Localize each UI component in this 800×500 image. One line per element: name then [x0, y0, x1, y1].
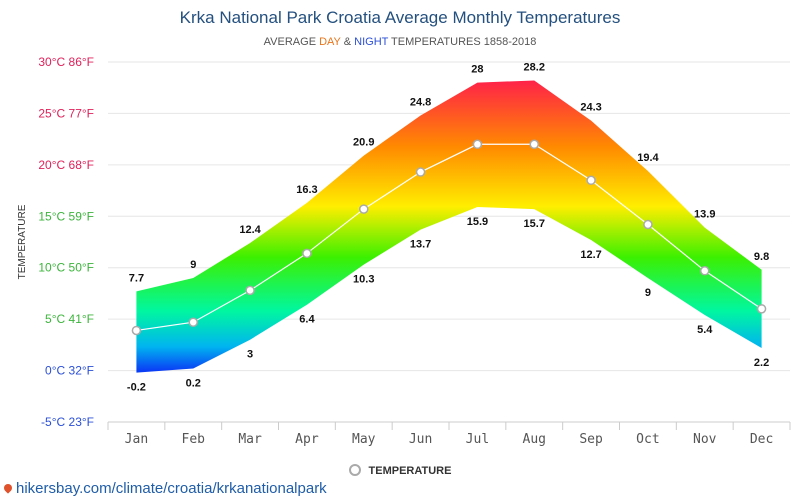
subtitle-amp: &: [340, 36, 355, 48]
day-value-label-jan: 7.7: [129, 272, 144, 284]
night-value-label-nov: 5.4: [697, 324, 713, 336]
legend-label: TEMPERATURE: [368, 465, 452, 477]
average-point-feb: [188, 317, 198, 327]
night-value-label-mar: 3: [247, 349, 253, 361]
day-value-label-nov: 13.9: [694, 209, 715, 221]
y-tick-label-5: 5°C 41°F: [45, 312, 94, 326]
night-value-label-aug: 15.7: [524, 218, 545, 230]
night-value-label-sep: 12.7: [580, 249, 601, 261]
average-point-jan: [131, 325, 142, 336]
average-temperature-line: [136, 143, 762, 332]
day-value-label-sep: 24.3: [580, 102, 601, 114]
y-tick-label-1: 25°C 77°F: [38, 106, 94, 120]
y-axis-label: TEMPERATURE: [17, 204, 28, 279]
day-value-label-aug: 28.2: [524, 62, 545, 74]
y-tick-label-2: 20°C 68°F: [38, 158, 94, 172]
y-tick-label-6: 0°C 32°F: [45, 364, 94, 378]
day-value-label-mar: 12.4: [239, 224, 261, 236]
night-value-label-jun: 13.7: [410, 239, 431, 251]
x-tick-label-dec: Dec: [750, 432, 773, 447]
average-point-aug: [529, 139, 539, 150]
night-value-label-may: 10.3: [353, 274, 374, 286]
night-value-label-feb: 0.2: [186, 378, 201, 390]
night-value-label-dec: 2.2: [754, 357, 769, 369]
subtitle-suffix: TEMPERATURES 1858-2018: [388, 36, 537, 48]
average-point-dec: [756, 304, 767, 314]
day-value-label-jun: 24.8: [410, 96, 431, 108]
day-value-label-oct: 19.4: [637, 152, 659, 164]
chart-legend[interactable]: TEMPERATURE: [0, 464, 800, 477]
night-value-label-oct: 9: [645, 287, 651, 299]
x-tick-label-nov: Nov: [693, 432, 717, 447]
average-point-apr: [302, 248, 312, 259]
source-link[interactable]: hikersbay.com/climate/croatia/krkanation…: [2, 480, 327, 497]
day-value-label-may: 20.9: [353, 137, 374, 149]
x-tick-label-mar: Mar: [238, 432, 262, 447]
average-point-jul: [472, 139, 483, 150]
day-value-label-jul: 28: [471, 64, 483, 76]
x-tick-label-oct: Oct: [636, 432, 659, 447]
chart-title: Krka National Park Croatia Average Month…: [179, 8, 621, 27]
x-tick-label-jan: Jan: [125, 432, 148, 447]
average-point-may: [359, 204, 369, 214]
day-value-label-feb: 9: [190, 259, 196, 271]
subtitle-prefix: AVERAGE: [263, 36, 320, 48]
day-value-label-apr: 16.3: [296, 184, 317, 196]
y-tick-label-4: 10°C 50°F: [38, 261, 94, 275]
y-tick-label-0: 30°C 86°F: [38, 55, 94, 69]
y-tick-label-3: 15°C 59°F: [38, 209, 94, 223]
x-tick-label-jun: Jun: [409, 432, 432, 447]
x-tick-label-may: May: [352, 432, 376, 447]
temperature-range-area: [136, 80, 762, 373]
subtitle-night: NIGHT: [354, 36, 389, 48]
x-tick-label-sep: Sep: [579, 432, 603, 447]
night-value-label-jul: 15.9: [467, 216, 488, 228]
average-point-oct: [643, 219, 653, 230]
average-point-nov: [700, 266, 710, 276]
average-point-sep: [586, 175, 596, 186]
x-tick-label-aug: Aug: [523, 432, 546, 447]
average-point-mar: [245, 285, 255, 296]
night-value-label-apr: 6.4: [299, 314, 315, 326]
location-pin-icon: [2, 482, 14, 494]
legend-marker-icon: [348, 464, 361, 476]
average-point-jun: [415, 167, 426, 177]
source-url: hikersbay.com/climate/croatia/krkanation…: [16, 480, 327, 497]
x-tick-label-feb: Feb: [182, 432, 206, 447]
x-tick-label-apr: Apr: [295, 432, 319, 447]
subtitle-day: DAY: [319, 36, 341, 48]
night-value-label-jan: -0.2: [127, 382, 146, 394]
y-tick-label-7: -5°C 23°F: [41, 415, 94, 429]
x-tick-label-jul: Jul: [466, 432, 489, 447]
day-value-label-dec: 9.8: [754, 251, 769, 263]
chart-subtitle: AVERAGE DAY & NIGHT TEMPERATURES 1858-20…: [0, 36, 800, 48]
